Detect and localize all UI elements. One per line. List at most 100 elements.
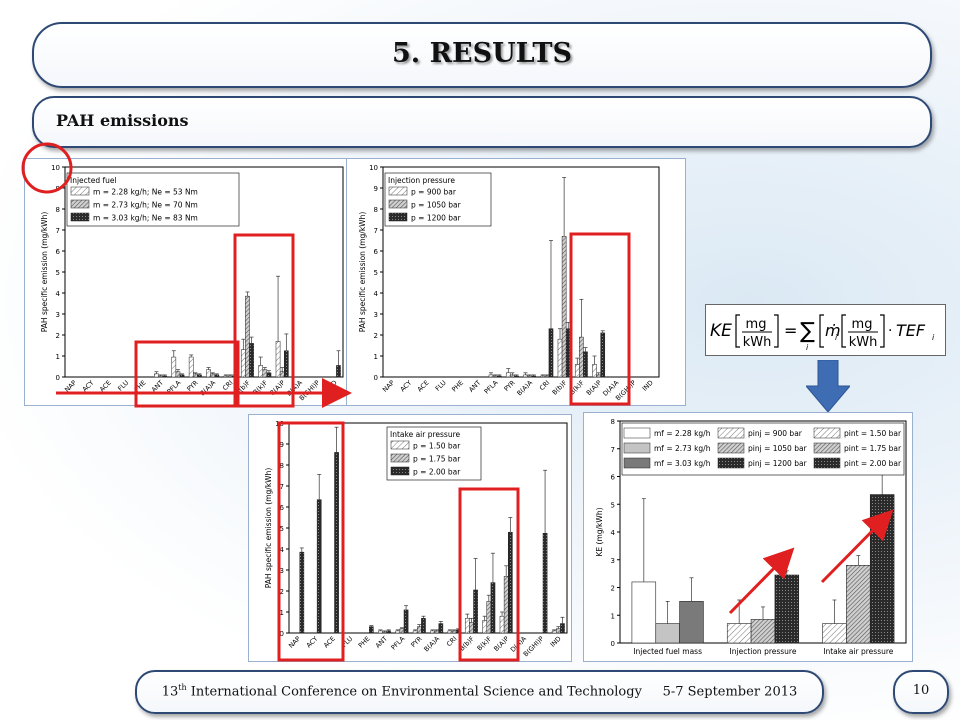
footer-prefix: 13 — [161, 684, 179, 700]
x-tick-label: ANT — [150, 379, 165, 394]
bar — [869, 494, 895, 644]
y-tick-label: 2 — [56, 332, 60, 340]
bar — [275, 341, 281, 378]
bar — [503, 576, 509, 634]
bar — [496, 375, 502, 378]
x-tick-label: ACY — [81, 379, 96, 394]
legend-entry: mf = 2.28 kg/h — [654, 429, 711, 438]
bar — [557, 338, 563, 378]
bar — [505, 372, 511, 378]
bar — [430, 630, 435, 634]
y-tick-label: 0 — [374, 374, 378, 382]
chart-panel-intake-air-pressure: 0 1 2 3 4 5 6 7 8 9 10 PAH specific emission (mg/kW… — [248, 414, 572, 662]
x-tick-label: B(k)F — [476, 635, 494, 653]
x-tick-label: FLU — [340, 635, 354, 649]
y-tick-label: 3 — [56, 311, 60, 319]
ke-formula: KE mg kWh = ∑ i ṁ i mg kWh · TEF i — [705, 304, 946, 356]
bar — [544, 375, 550, 378]
bar — [510, 374, 515, 378]
y-tick-label: 7 — [611, 446, 615, 454]
y-tick-label: 4 — [611, 529, 616, 537]
y-tick-label: 0 — [56, 374, 60, 382]
bar — [412, 630, 418, 634]
chart-panel-injection-pressure: 0 1 2 3 4 5 6 7 8 9 10 PAH specific emission (mg/kW… — [346, 158, 686, 406]
legend-entry: p = 2.00 bar — [413, 468, 461, 477]
y-tick-label: 8 — [374, 206, 378, 214]
legend-swatch — [388, 199, 408, 209]
legend-title: Injected fuel — [70, 176, 117, 185]
legend-swatch — [717, 427, 745, 439]
x-tick-label: PYR — [185, 378, 200, 393]
legend-swatch — [70, 199, 90, 209]
bar — [192, 373, 198, 378]
footer-text: 13th International Conference on Environ… — [137, 683, 822, 699]
chart-panel-ke: 0 1 2 3 4 5 6 7 8 KE (mg/kWh) Injected fuel mass In… — [583, 412, 913, 662]
x-tick-label: NAP — [381, 379, 396, 394]
bar — [197, 374, 202, 378]
bar — [514, 375, 519, 378]
bar — [482, 620, 487, 634]
legend-swatch — [813, 427, 841, 439]
bar — [227, 375, 233, 378]
legend-swatch — [717, 457, 745, 469]
bar — [592, 364, 597, 378]
bar — [399, 628, 405, 634]
y-tick-label: 2 — [280, 588, 284, 596]
x-tick-label: NAP — [287, 635, 302, 650]
footer-sup: th — [178, 683, 187, 692]
bar — [231, 375, 237, 378]
bar — [447, 630, 453, 634]
x-tick-label: FLU — [116, 379, 130, 393]
bar — [175, 371, 181, 378]
legend-swatch — [623, 457, 651, 469]
bar — [561, 236, 567, 378]
legend-entry: pinj = 1050 bar — [748, 444, 808, 453]
legend-box — [66, 172, 240, 227]
y-tick-label: 10 — [51, 164, 60, 172]
legend-title: Injection pressure — [388, 176, 455, 185]
bar — [551, 630, 557, 634]
x-tick-label: PFLA — [165, 378, 182, 395]
y-tick-label: 1 — [280, 609, 284, 617]
legend-entry: pint = 2.00 bar — [844, 459, 902, 468]
subtitle-bar: PAH emissions — [32, 96, 932, 148]
y-tick-label: 6 — [280, 504, 285, 512]
bar — [284, 350, 289, 378]
bar — [245, 295, 250, 378]
bar — [490, 582, 496, 634]
legend-entry: p = 1050 bar — [411, 201, 462, 210]
bar — [499, 615, 505, 634]
y-tick-label: 0 — [611, 640, 615, 648]
bar — [548, 328, 554, 378]
y-tick-label: 7 — [374, 227, 378, 235]
x-tick-label: PFLA — [483, 378, 500, 395]
bar — [279, 371, 285, 378]
chart-panel-injected-fuel: 0 1 2 3 4 5 6 7 8 9 10 PAH specific emission (mg/kW… — [24, 158, 348, 406]
x-tick-label: ACE — [322, 635, 337, 650]
y-axis-label: PAH specific emission (mg/kWh) — [264, 468, 273, 589]
bar — [565, 328, 571, 378]
x-tick-label: B(A)P — [585, 379, 603, 397]
bar — [523, 374, 528, 378]
y-tick-label: 10 — [369, 164, 378, 172]
y-tick-label: 6 — [56, 248, 61, 256]
x-tick-label: CRI — [445, 635, 458, 648]
x-tick-label: ANT — [374, 635, 389, 650]
bar — [438, 623, 444, 634]
bar — [378, 630, 383, 634]
x-tick-label: B(A)A — [422, 634, 441, 653]
legend-swatch — [623, 427, 651, 439]
ke-formula-graphic: KE mg kWh = ∑ i ṁ i mg kWh · TEF i — [710, 314, 935, 352]
legend-swatch — [717, 442, 745, 454]
bar — [266, 372, 272, 378]
x-tick-label: ACE — [416, 379, 431, 394]
bar — [206, 369, 211, 378]
bar — [655, 623, 680, 644]
chart-injected-fuel: 0 1 2 3 4 5 6 7 8 9 10 PAH specific emission (mg/kW… — [40, 164, 344, 402]
y-tick-label: 9 — [280, 441, 284, 449]
y-axis-label: PAH specific emission (mg/kWh) — [358, 212, 367, 333]
y-axis-label: KE (mg/kWh) — [595, 507, 604, 556]
x-tick-label: B(k)F — [252, 379, 270, 397]
bar — [154, 373, 159, 378]
formula-tef-sub: i — [932, 333, 935, 342]
